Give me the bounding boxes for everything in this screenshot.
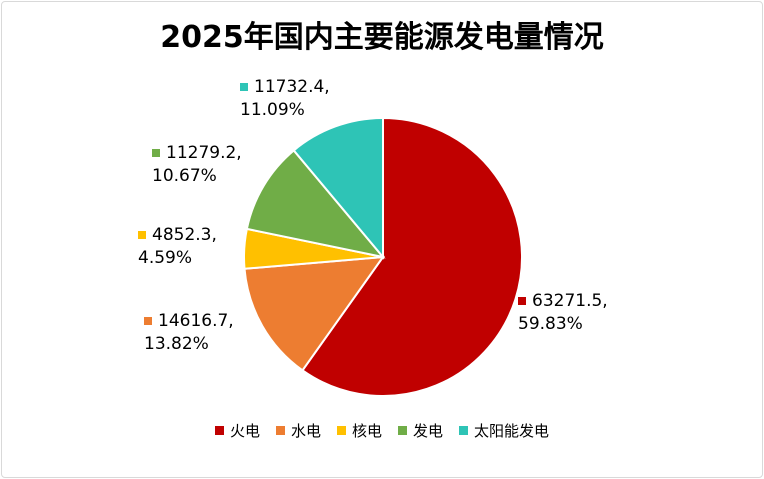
legend-swatch-thermal	[214, 426, 224, 435]
data-label-percent-nuclear: 4.59%	[138, 248, 192, 268]
legend-swatch-nuclear	[336, 426, 346, 435]
data-label-value-thermal: 63271.5,	[532, 291, 608, 311]
legend-item-nuclear: 核电	[336, 420, 382, 441]
pie-slice-solar	[292, 116, 384, 260]
pie-slice-hydro	[243, 255, 386, 372]
legend-label-wind: 发电	[413, 422, 444, 440]
data-label-percent-solar: 11.09%	[240, 100, 305, 120]
pie-slice-wind	[245, 149, 386, 259]
legend-label-nuclear: 核电	[351, 422, 382, 440]
data-label-swatch-hydro	[144, 317, 152, 325]
data-label-swatch-thermal	[518, 297, 526, 305]
legend-swatch-solar	[459, 426, 469, 435]
data-label-value-solar: 11732.4,	[254, 77, 330, 97]
data-label-swatch-wind	[152, 149, 160, 157]
legend-label-thermal: 火电	[229, 422, 260, 440]
data-label-value-wind: 11279.2,	[166, 143, 242, 163]
legend-label-solar: 太阳能发电	[474, 422, 550, 440]
data-label-percent-wind: 10.67%	[152, 166, 217, 186]
legend-swatch-hydro	[275, 426, 285, 435]
legend-item-wind: 发电	[398, 420, 443, 441]
data-label-value-nuclear: 4852.3,	[152, 225, 217, 245]
legend-swatch-wind	[398, 426, 407, 435]
legend-item-hydro: 水电	[275, 420, 321, 441]
data-label-swatch-solar	[240, 83, 248, 91]
pie-slice-thermal	[301, 116, 523, 397]
data-label-value-hydro: 14616.7,	[158, 311, 234, 331]
data-label-swatch-nuclear	[138, 231, 146, 239]
legend-item-thermal: 火电	[214, 420, 260, 441]
data-label-percent-thermal: 59.83%	[518, 314, 583, 334]
chart-title: 2025年国内主要能源发电量情况	[160, 20, 604, 55]
legend-label-hydro: 水电	[290, 422, 321, 440]
legend-item-solar: 太阳能发电	[459, 420, 549, 441]
data-label-percent-hydro: 13.82%	[144, 334, 209, 354]
legend: 火电 水电 核电 发电 太阳能发电	[0, 420, 764, 441]
